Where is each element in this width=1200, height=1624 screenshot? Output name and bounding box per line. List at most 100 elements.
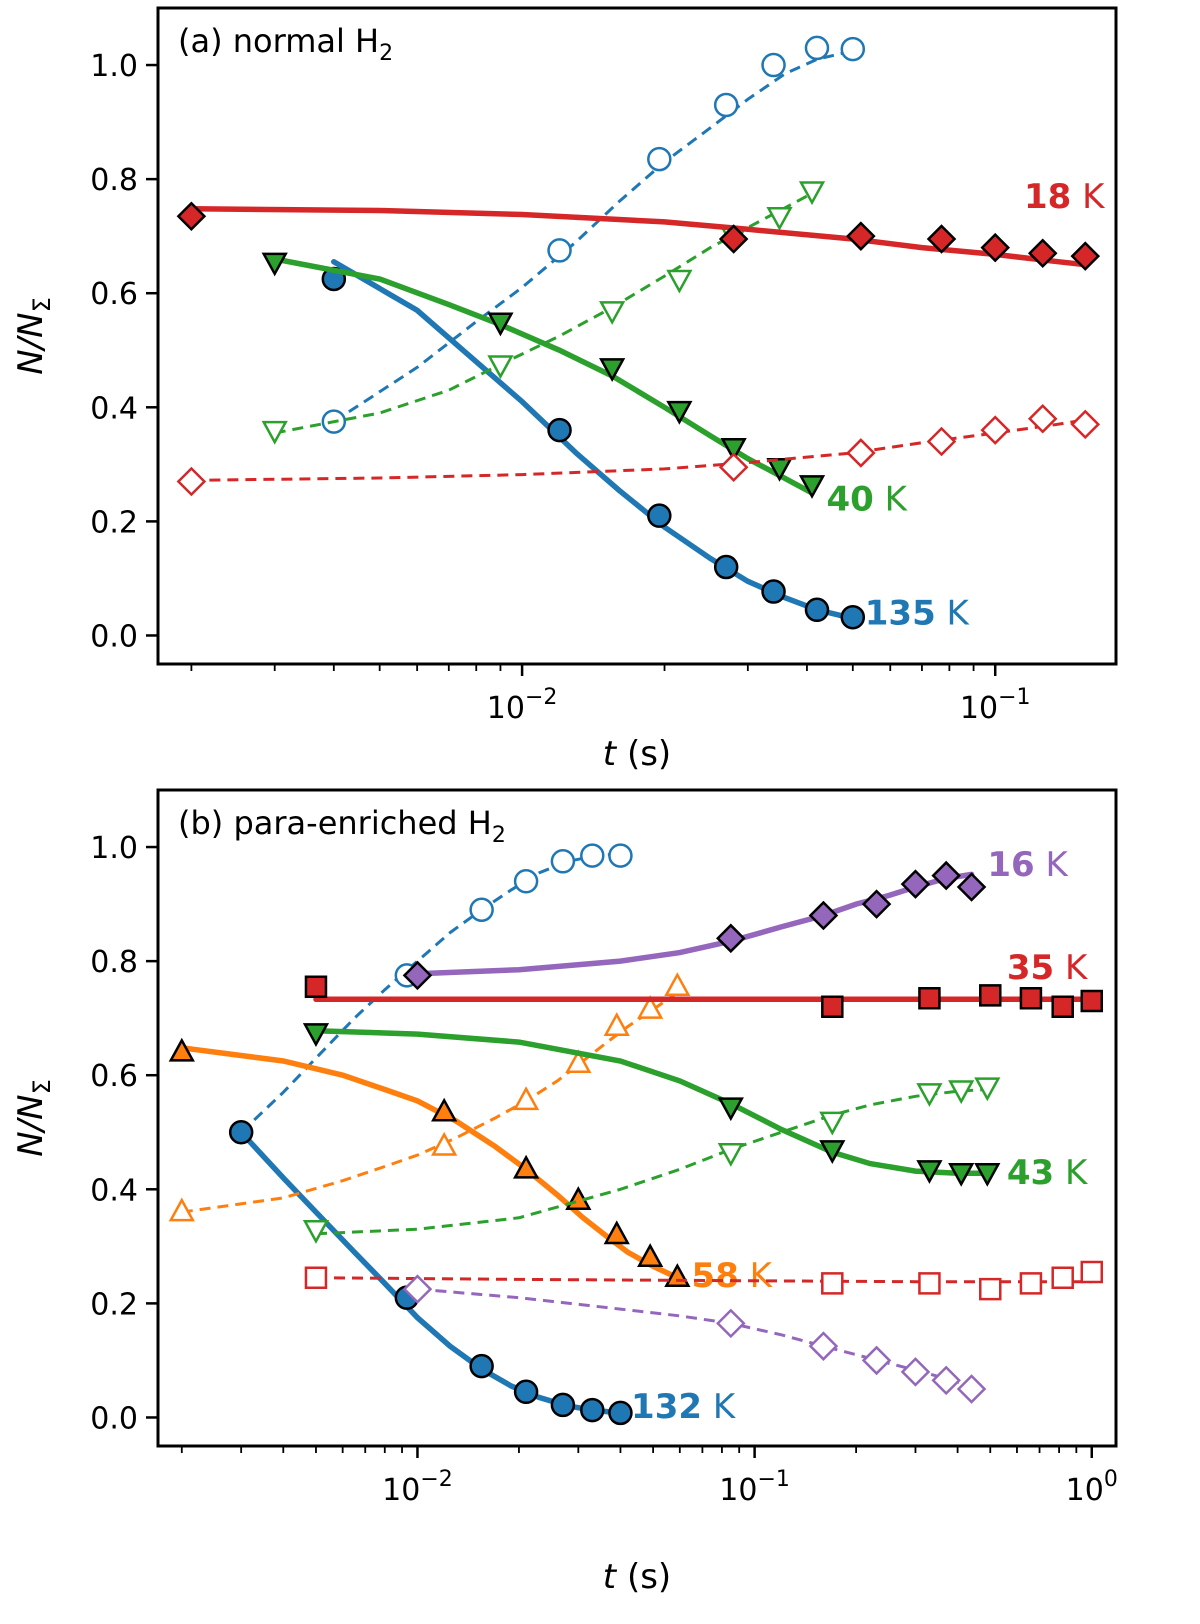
- data-point-open: [637, 995, 664, 1019]
- panel-a-normal-h2: 0.0 0.2 0.4 0.6 0.8 1.0 10−2 10−1 t (s) N/NΣ (a) n…: [11, 6, 1118, 774]
- data-point-filled: [720, 437, 747, 462]
- data-point-open: [1051, 1266, 1074, 1289]
- data-point-open: [599, 301, 626, 325]
- data-point-filled: [798, 475, 826, 499]
- data-point-filled: [716, 923, 746, 954]
- data-point-filled: [956, 872, 987, 902]
- fit-line-filled: [238, 1129, 624, 1416]
- x-axis-label: t (s): [603, 1557, 671, 1597]
- data-point-open: [808, 1331, 839, 1361]
- data-point-open: [1019, 1272, 1043, 1295]
- panel-b-para-enriched-h2: 0.0 0.2 0.4 0.6 0.8 1.0 10−2 10−1 100 t (s) N/NΣ (b…: [11, 788, 1118, 1597]
- x-tick-label: 100: [1066, 1467, 1118, 1508]
- data-point-open: [718, 452, 749, 482]
- data-point-filled: [846, 221, 876, 251]
- data-point-open: [918, 1272, 941, 1295]
- data-point-filled: [1080, 989, 1104, 1013]
- series-135k: 135 K: [321, 35, 971, 634]
- data-point-open: [302, 1219, 330, 1244]
- data-point-open: [608, 843, 633, 868]
- y-tick-label: 0.2: [90, 505, 138, 540]
- data-point-open: [819, 1111, 846, 1136]
- panel-label: (a) normal H2: [178, 22, 393, 66]
- data-point-filled: [766, 457, 793, 482]
- data-point-filled: [513, 1379, 539, 1405]
- data-point-open: [1070, 409, 1101, 440]
- series-label: 132 K: [631, 1387, 737, 1427]
- data-point-open: [798, 181, 826, 206]
- data-point-open: [840, 36, 866, 62]
- data-point-open: [565, 1049, 592, 1074]
- data-point-filled: [804, 597, 830, 623]
- y-tick-label: 0.8: [90, 945, 138, 980]
- fit-line-open: [417, 1287, 973, 1388]
- series-label: 43 K: [1007, 1153, 1089, 1193]
- data-point-filled: [931, 860, 961, 891]
- data-point-open: [713, 92, 739, 118]
- fit-line-open: [315, 1088, 988, 1236]
- data-point-filled: [1070, 241, 1101, 271]
- data-point-filled: [926, 224, 957, 254]
- data-point-filled: [861, 889, 892, 919]
- data-point-filled: [666, 400, 693, 425]
- data-point-open: [550, 849, 576, 874]
- panel-label: (b) para-enriched H2: [178, 804, 506, 848]
- data-point-filled: [547, 417, 572, 443]
- data-point-filled: [808, 900, 839, 931]
- data-point-filled: [717, 1097, 744, 1122]
- plot-frame: [156, 788, 1118, 1448]
- data-point-open: [580, 843, 605, 868]
- data-point-filled: [261, 252, 288, 277]
- data-point-filled: [431, 1097, 458, 1122]
- y-tick-label: 0.2: [90, 1287, 138, 1322]
- data-point-open: [766, 206, 793, 231]
- data-point-filled: [718, 224, 749, 254]
- x-axis-label: t (s): [603, 734, 671, 774]
- fit-line-open: [181, 991, 679, 1214]
- data-point-open: [948, 1080, 975, 1105]
- data-point-filled: [608, 1400, 633, 1426]
- data-point-filled: [647, 503, 672, 528]
- y-tick-label: 0.4: [90, 391, 138, 426]
- data-point-open: [956, 1374, 987, 1404]
- y-tick-label: 0.6: [90, 1059, 138, 1094]
- fit-line-open: [315, 1276, 1092, 1284]
- data-point-open: [487, 355, 514, 380]
- y-tick-label: 1.0: [90, 831, 138, 866]
- data-point-open: [900, 1357, 931, 1387]
- data-point-open: [931, 1365, 961, 1396]
- series-43k: 43 K: [302, 1023, 1089, 1244]
- data-point-open: [916, 1083, 943, 1107]
- x-tick-label: 10−1: [960, 685, 1031, 726]
- plot-frame: [156, 6, 1118, 666]
- data-point-filled: [840, 604, 866, 630]
- data-point-open: [547, 238, 572, 263]
- series-18k: 18 K: [176, 177, 1106, 497]
- data-point-filled: [637, 1243, 664, 1268]
- data-point-open: [513, 869, 539, 894]
- data-point-open: [846, 438, 876, 468]
- y-tick-label: 0.6: [90, 277, 138, 312]
- series-label: 40 K: [827, 480, 909, 520]
- y-tick-label: 1.0: [90, 49, 138, 84]
- y-tick-label: 0.8: [90, 163, 138, 198]
- data-point-filled: [550, 1392, 576, 1418]
- fit-line-filled: [331, 259, 856, 622]
- data-point-open: [647, 146, 672, 172]
- data-point-filled: [176, 201, 207, 231]
- fit-line-filled: [179, 1045, 681, 1281]
- data-point-filled: [304, 975, 328, 999]
- data-point-filled: [469, 1353, 494, 1379]
- data-point-filled: [979, 984, 1002, 1007]
- data-point-open: [168, 1197, 195, 1222]
- fit-line-filled: [313, 1027, 991, 1177]
- data-point-filled: [580, 1397, 605, 1423]
- data-point-open: [804, 35, 830, 61]
- data-point-open: [861, 1345, 892, 1376]
- series-label: 58 K: [692, 1256, 774, 1296]
- data-point-filled: [713, 554, 739, 580]
- data-point-open: [761, 52, 786, 78]
- data-point-open: [1080, 1260, 1104, 1284]
- data-point-open: [1027, 403, 1058, 434]
